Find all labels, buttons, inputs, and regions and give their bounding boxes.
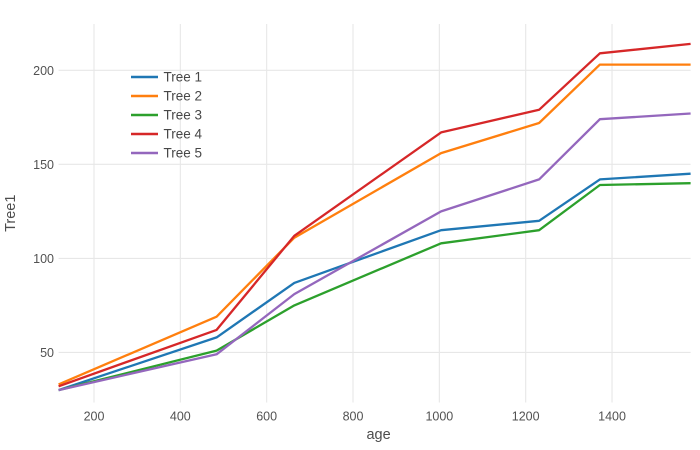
legend-label: Tree 2	[164, 89, 203, 104]
series-line-tree-4	[58, 42, 691, 388]
x-tick-label: 1000	[425, 410, 453, 424]
y-tick-label: 100	[33, 252, 54, 266]
x-axis-title: age	[366, 427, 390, 443]
y-axis-title: Tree1	[3, 195, 19, 232]
legend-label: Tree 3	[164, 108, 203, 123]
legend-label: Tree 4	[164, 127, 203, 142]
x-tick-label: 600	[256, 410, 277, 424]
legend-label: Tree 5	[164, 146, 203, 161]
x-tick-label: 1400	[598, 410, 626, 424]
legend-item-tree-1[interactable]: Tree 1	[131, 70, 202, 85]
series-line-tree-5	[58, 112, 691, 392]
series-line-tree-3	[58, 182, 691, 392]
x-tick-label: 400	[170, 410, 191, 424]
legend-item-tree-3[interactable]: Tree 3	[131, 108, 202, 123]
y-tick-label: 150	[33, 158, 54, 172]
legend: Tree 1 Tree 2 Tree 3 Tree 4 Tree 5	[131, 70, 203, 161]
y-tick-label: 200	[33, 64, 54, 78]
x-tick-label: 1200	[512, 410, 540, 424]
x-tick-label: 200	[84, 410, 105, 424]
legend-item-tree-5[interactable]: Tree 5	[131, 146, 202, 161]
legend-item-tree-4[interactable]: Tree 4	[131, 127, 203, 142]
x-tick-label: 800	[343, 410, 364, 424]
y-tick-label: 50	[40, 346, 54, 360]
series-line-tree-2	[58, 63, 691, 386]
legend-item-tree-2[interactable]: Tree 2	[131, 89, 202, 104]
legend-label: Tree 1	[164, 70, 203, 85]
series-line-tree-1	[58, 172, 691, 392]
